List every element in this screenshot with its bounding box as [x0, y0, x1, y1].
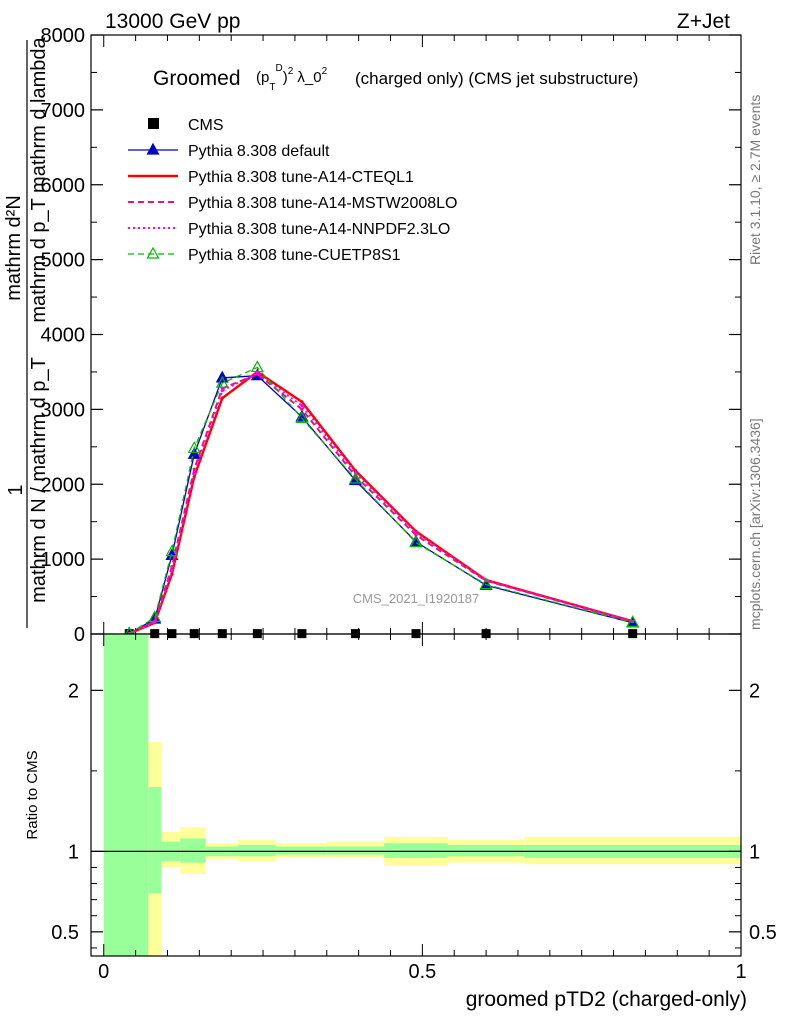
ratio-band-inner — [384, 843, 448, 858]
plot-title: Groomed (pTD)2 λ_02 (charged only) (CMS … — [153, 63, 638, 93]
series-cuetp — [122, 360, 640, 639]
main-ytick-label: 8000 — [41, 25, 86, 47]
xtick-label: 0 — [98, 961, 109, 983]
series-marker — [255, 371, 259, 376]
ratio-band-inner — [326, 846, 385, 855]
main-ytick-label: 3000 — [41, 399, 86, 421]
ratio-band-layer — [103, 634, 741, 956]
ratio-ytick-label-right: 2 — [749, 680, 760, 702]
legend-label: Pythia 8.308 tune-A14-CTEQL1 — [188, 169, 414, 186]
series-marker — [414, 531, 418, 535]
series-marker — [409, 535, 423, 548]
main-ytick-label: 6000 — [41, 175, 86, 197]
series-marker — [187, 447, 201, 459]
x-axis-label: groomed pTD2 (charged-only) — [466, 988, 747, 1011]
plot-title-math: (pTD)2 λ_02 — [256, 63, 328, 93]
series-marker — [148, 610, 162, 623]
legend-label: Pythia 8.308 tune-A14-MSTW2008LO — [188, 195, 457, 212]
ratio-band-inner — [103, 634, 149, 956]
xtick-label: 0.5 — [408, 961, 436, 983]
main-ytick-label: 7000 — [41, 100, 86, 122]
header-left: 13000 GeV pp — [105, 10, 240, 33]
legend-label: CMS — [188, 117, 224, 134]
ylabel-one: 1 — [5, 484, 27, 495]
ylabel-denominator: mathrm d N / mathrm d p_T — [28, 357, 50, 603]
legend-label: Pythia 8.308 tune-A14-NNPDF2.3LO — [188, 221, 450, 238]
series-line — [128, 373, 633, 635]
ratio-ytick-label-right: 0.5 — [749, 922, 777, 944]
series-marker — [626, 615, 640, 627]
series-marker — [192, 475, 196, 479]
main-ytick-label: 1000 — [41, 549, 86, 571]
series-marker — [348, 471, 362, 484]
header-right: Z+Jet — [677, 10, 730, 33]
series-marker — [353, 469, 358, 473]
series-marker — [250, 360, 264, 373]
legend-item-mstw: Pythia 8.308 tune-A14-MSTW2008LO — [128, 195, 457, 212]
ratio-band-inner — [148, 786, 162, 894]
ylabel-numerator-line2: mathrm d p_T mathrm d lambda — [28, 36, 50, 322]
legend-item-data: CMS — [148, 117, 224, 134]
main-axes: 0 1000 2000 3000 4000 5000 6000 7000 8000 — [41, 25, 742, 646]
legend-marker — [146, 246, 160, 259]
ratio-ytick-label: 1 — [68, 841, 79, 863]
legend-item-nnpdf: Pythia 8.308 tune-A14-NNPDF2.3LO — [128, 221, 450, 238]
series-line — [128, 366, 633, 635]
series-marker — [192, 471, 196, 475]
ratio-band-inner — [447, 844, 525, 857]
ratio-ytick-label: 0.5 — [51, 922, 79, 944]
main-ytick-label: 2000 — [41, 474, 86, 496]
legend: CMS Pythia 8.308 default Pythia 8.308 tune… — [128, 117, 457, 264]
series-marker — [220, 389, 224, 393]
mcplots-label: mcplots.cern.ch [arXiv:1306.3436] — [747, 418, 763, 630]
ratio-band-inner — [180, 838, 206, 863]
ratio-panel-frame — [90, 633, 742, 957]
legend-item-default: Pythia 8.308 default — [128, 142, 330, 160]
xtick-label: 1 — [735, 961, 746, 983]
legend-swatch — [148, 118, 159, 129]
legend-label: Pythia 8.308 default — [188, 143, 330, 160]
plot-title-prefix: Groomed — [153, 67, 241, 90]
legend-item-cuetp: Pythia 8.308 tune-CUETP8S1 — [128, 246, 401, 264]
series-marker — [300, 400, 304, 404]
main-ytick-label: 5000 — [41, 250, 86, 272]
series-marker — [220, 396, 224, 400]
ratio-ylabel: Ratio to CMS — [24, 750, 41, 839]
series-marker — [187, 441, 201, 453]
ratio-ytick-label: 2 — [68, 680, 79, 702]
series-marker — [170, 572, 174, 576]
main-ytick-label: 0 — [74, 624, 85, 646]
main-ytick-label: 4000 — [41, 325, 86, 347]
series-marker — [170, 568, 174, 572]
main-ylabel: mathrm d²N mathrm d p_T mathrm d lambda … — [3, 36, 50, 628]
series-marker — [165, 544, 179, 557]
series-marker — [300, 407, 304, 411]
series-marker — [300, 404, 304, 408]
rivet-label: Rivet 3.1.10, ≥ 2.7M events — [747, 95, 763, 265]
legend-item-cteql1: Pythia 8.308 tune-A14-CTEQL1 — [128, 169, 414, 186]
series-marker — [295, 411, 309, 423]
ylabel-numerator: mathrm d²N — [3, 195, 25, 301]
series-marker — [479, 577, 493, 590]
series-marker — [215, 375, 229, 388]
ratio-band-inner — [237, 844, 276, 857]
ratio-axes: 0.5 0.51 12 20 0.5 1 — [51, 634, 777, 983]
legend-marker — [146, 142, 160, 155]
analysis-watermark: CMS_2021_I1920187 — [353, 591, 480, 606]
ratio-ytick-label-right: 1 — [749, 841, 760, 863]
ratio-band-inner — [275, 846, 327, 855]
plot-title-suffix: (charged only) (CMS jet substructure) — [355, 69, 638, 88]
legend-label: Pythia 8.308 tune-CUETP8S1 — [188, 247, 401, 264]
